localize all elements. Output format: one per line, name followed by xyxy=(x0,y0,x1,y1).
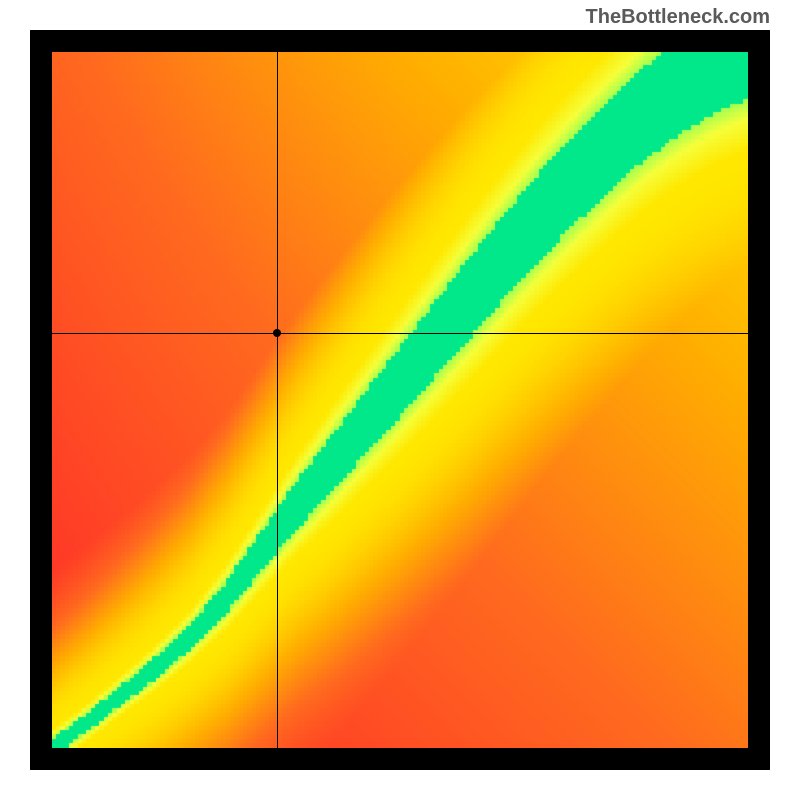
heatmap-canvas xyxy=(52,52,748,748)
crosshair-vertical xyxy=(277,52,278,748)
watermark-text: TheBottleneck.com xyxy=(586,6,770,29)
heatmap-plot xyxy=(52,52,748,748)
crosshair-horizontal xyxy=(52,333,748,334)
chart-frame xyxy=(30,30,770,770)
root: TheBottleneck.com xyxy=(0,0,800,800)
crosshair-point xyxy=(273,329,281,337)
